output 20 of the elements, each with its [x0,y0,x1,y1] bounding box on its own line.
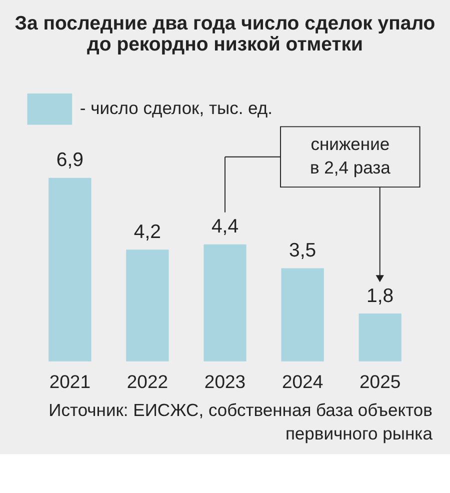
text: За последние два года число сделок упало [14,12,436,34]
bar [358,314,402,362]
x-tick-label: 2025 [360,371,401,392]
legend-label: - число сделок, тыс. ед. [80,98,273,118]
bar [204,244,246,362]
data-label: 6,9 [56,149,84,172]
x-tick-label: 2024 [282,371,324,392]
data-label: 4,2 [134,220,161,243]
text: до рекордно низкой отметки [87,34,363,56]
bar [48,178,92,362]
data-label: 4,4 [211,216,239,238]
bar [281,268,324,362]
data-label: 3,5 [289,240,316,262]
x-tick-label: 2022 [126,371,168,392]
data-label: 1,8 [366,284,394,307]
text: Источник: ЕИСЖС, собственная база объектов первичного рынка [48,400,433,444]
x-tick-label: 2023 [204,371,246,392]
bar [126,250,169,362]
x-tick-label: 2021 [49,371,90,392]
text: снижение в 2,4 раза [310,134,391,178]
